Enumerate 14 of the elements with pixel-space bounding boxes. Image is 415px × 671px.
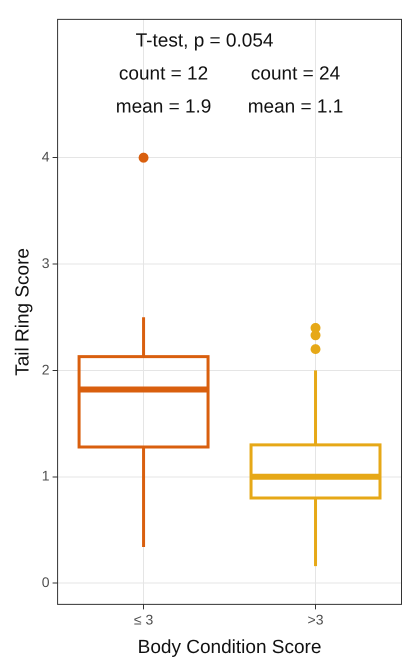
y-tick-label: 0 [42, 574, 50, 590]
annotation: mean = 1.9 [116, 96, 212, 118]
annotation: count = 12 [118, 64, 208, 85]
annotation: mean = 1.1 [248, 96, 344, 118]
y-tick-label: 4 [42, 148, 50, 165]
x-tick-label: >3 [308, 612, 324, 628]
x-tick-label: ≤ 3 [134, 612, 154, 628]
y-tick-label: 3 [42, 254, 50, 271]
x-axis-title: Body Condition Score [138, 636, 322, 658]
y-tick-label: 1 [42, 468, 50, 484]
y-axis-title: Tail Ring Score [12, 248, 34, 376]
annotation: T-test, p = 0.054 [136, 30, 274, 52]
y-tick-label: 2 [42, 361, 50, 378]
annotation: count = 24 [250, 64, 341, 85]
